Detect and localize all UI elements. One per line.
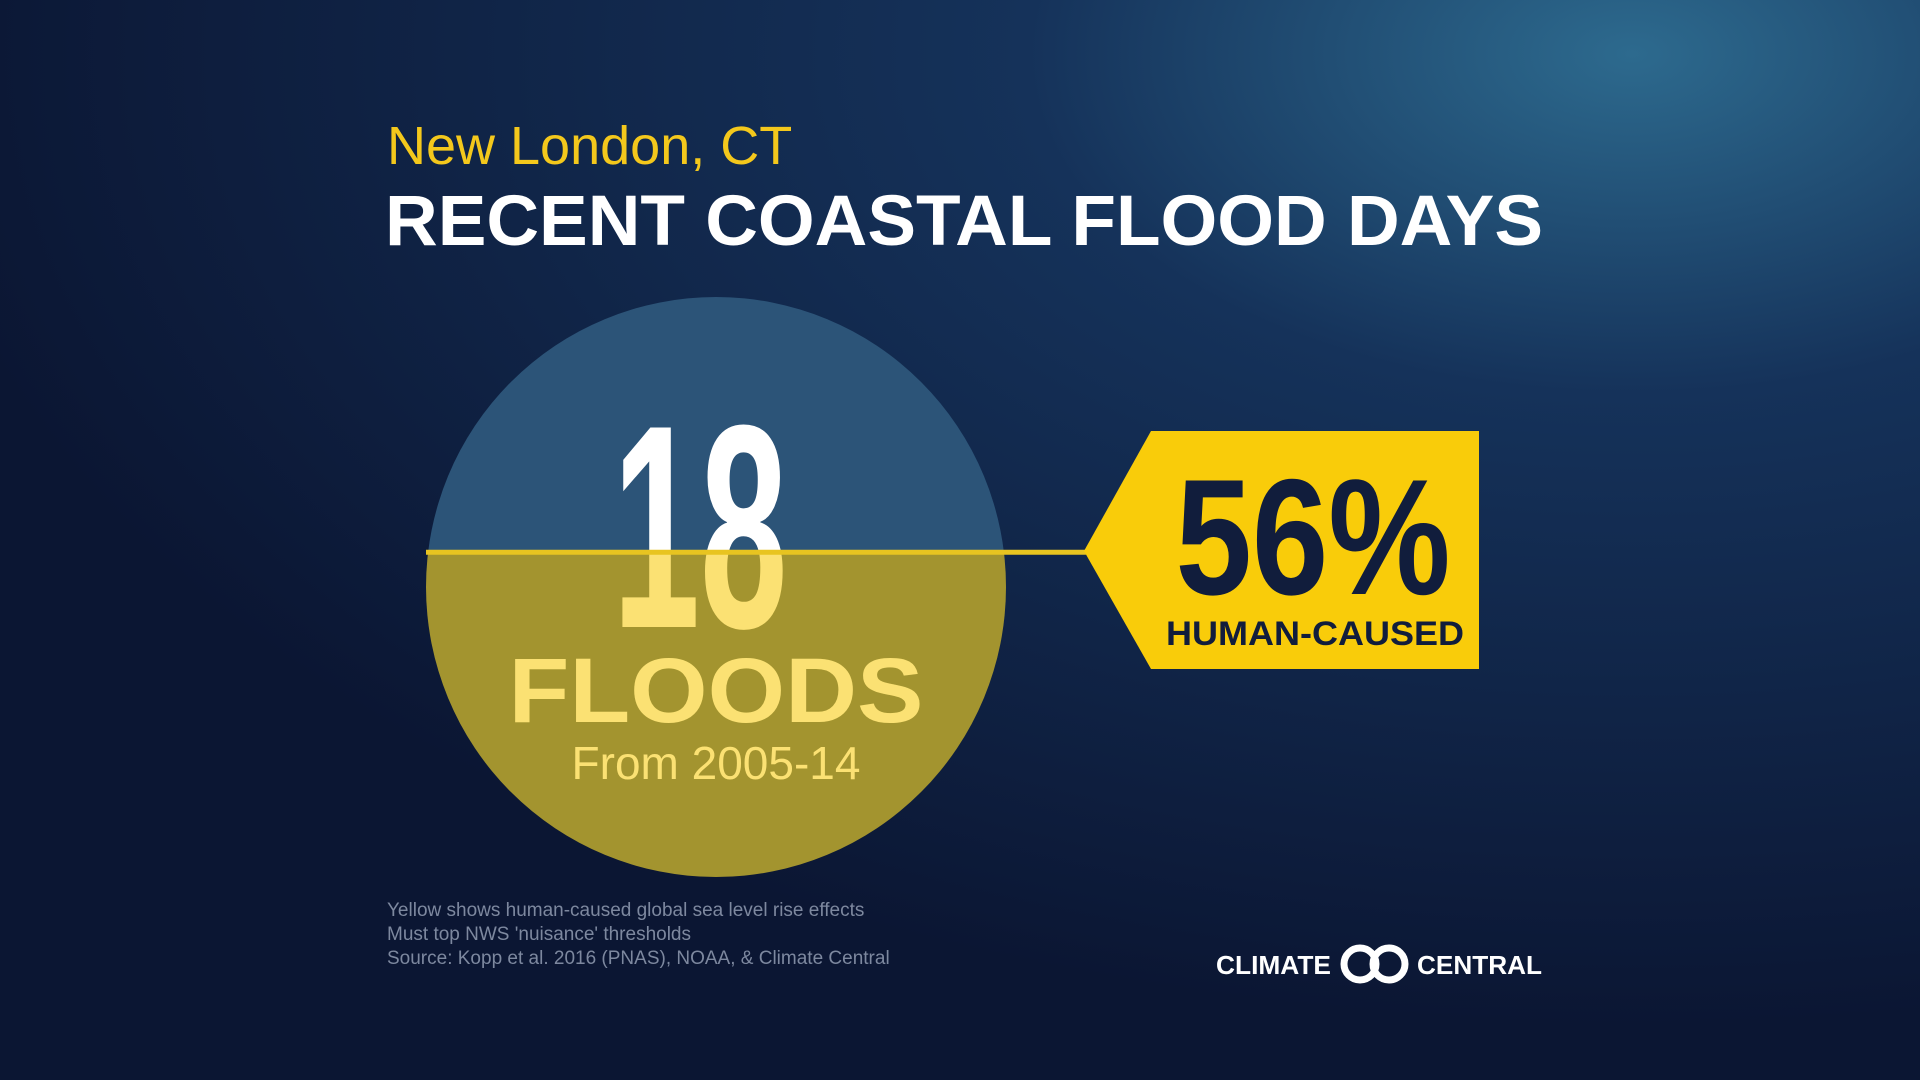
callout-value: 56% [1176, 445, 1451, 629]
logo-left: CLIMATE [1216, 950, 1331, 980]
callout-box [1084, 431, 1479, 669]
title: RECENT COASTAL FLOOD DAYS [385, 182, 1543, 261]
count-bottom: 18 [613, 365, 788, 689]
count-top: 18 [613, 365, 788, 689]
location: New London, CT [387, 116, 792, 176]
note: Yellow shows human-caused global sea lev… [387, 900, 864, 921]
note: Source: Kopp et al. 2016 (PNAS), NOAA, &… [387, 948, 890, 969]
circle-top [428, 297, 1004, 553]
unit: FLOODS [509, 640, 924, 742]
period: From 2005-14 [572, 737, 861, 789]
logo-right: CENTRAL [1417, 950, 1542, 980]
callout-label: HUMAN-CAUSED [1166, 615, 1464, 653]
note: Must top NWS 'nuisance' thresholds [387, 924, 691, 945]
flood-circle: 18 18 FLOODS From 2005-14 [426, 297, 1086, 877]
circle-fill [426, 552, 1006, 877]
logo-mark [1340, 944, 1409, 984]
